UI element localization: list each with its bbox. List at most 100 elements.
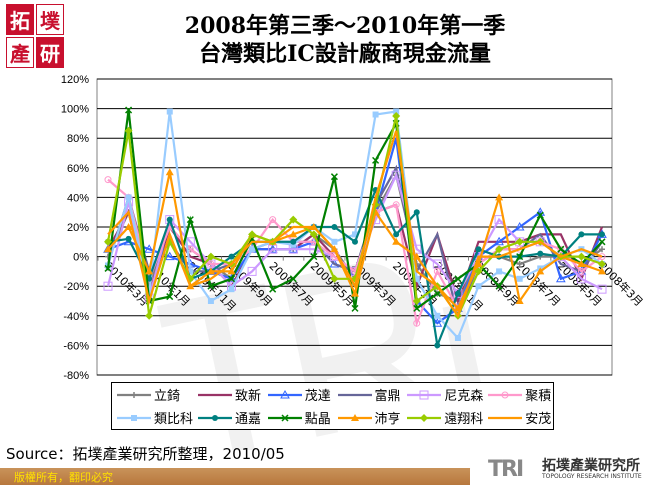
- legend-item: 聚積: [483, 383, 553, 406]
- data-point: [228, 286, 235, 293]
- legend-item: 遠翔科: [402, 406, 483, 429]
- series-6: [105, 108, 605, 341]
- data-point: [557, 245, 565, 253]
- data-point: [475, 246, 482, 253]
- legend-swatch: [407, 390, 442, 399]
- data-point: [165, 168, 174, 176]
- data-point: [391, 170, 401, 180]
- logo-char: 墣: [36, 4, 64, 35]
- source-note: Source：拓墣產業研究所整理，2010/05: [6, 445, 285, 463]
- tri-name-en: TOPOLOGY RESEARCH INSTITUTE: [542, 473, 642, 480]
- legend-item: 類比科: [112, 406, 193, 429]
- data-point: [207, 282, 215, 290]
- data-point: [454, 290, 461, 297]
- data-point: [331, 238, 338, 245]
- data-point: [501, 391, 509, 398]
- data-point: [392, 237, 401, 245]
- legend-swatch: [407, 413, 442, 422]
- data-point: [412, 297, 421, 305]
- data-point: [310, 253, 318, 261]
- legend-swatch: [337, 413, 372, 421]
- data-point: [393, 108, 400, 115]
- data-point: [290, 238, 297, 245]
- data-point: [598, 267, 606, 275]
- data-point: [351, 304, 359, 312]
- data-point: [228, 253, 235, 260]
- legend-swatch: [117, 391, 151, 398]
- legend-swatch: [267, 413, 302, 422]
- data-point: [474, 267, 483, 276]
- data-point: [289, 275, 297, 283]
- y-tick-label: 40%: [67, 192, 89, 204]
- data-point: [352, 238, 358, 245]
- y-tick-label: -20%: [63, 281, 89, 293]
- data-point: [578, 231, 585, 238]
- tri-name: 拓墣產業研究所: [542, 458, 640, 474]
- data-point: [432, 318, 443, 327]
- data-point: [536, 267, 545, 275]
- legend-label: 點晶: [304, 412, 331, 427]
- legend-item: 通嘉: [193, 406, 263, 429]
- data-point: [516, 253, 524, 261]
- data-point: [420, 413, 429, 422]
- logo-char: 拓: [6, 4, 34, 35]
- data-point: [475, 283, 482, 290]
- data-point: [453, 289, 463, 299]
- legend-swatch: [488, 391, 523, 398]
- data-point: [145, 267, 154, 275]
- legend-label: 富鼎: [374, 389, 401, 404]
- data-point: [495, 245, 504, 254]
- legend-swatch: [198, 414, 233, 421]
- data-point: [516, 275, 523, 282]
- data-point: [454, 275, 462, 283]
- data-point: [279, 389, 290, 398]
- legend-item: 安茂: [483, 406, 553, 429]
- legend-label: 安茂: [525, 412, 552, 427]
- data-point: [413, 275, 420, 282]
- data-point: [577, 252, 586, 261]
- y-tick-label: 100%: [61, 104, 89, 116]
- data-point: [555, 273, 566, 283]
- data-point: [206, 252, 215, 261]
- data-point: [350, 413, 359, 421]
- data-point: [495, 282, 503, 290]
- data-point: [372, 156, 380, 164]
- data-point: [269, 285, 277, 293]
- data-point: [281, 413, 289, 422]
- y-tick-label: 80%: [67, 133, 89, 145]
- y-tick-label: -80%: [63, 370, 89, 382]
- legend-label: 類比科: [154, 412, 194, 427]
- tri-mark: TRI: [488, 457, 524, 482]
- data-point: [166, 216, 173, 223]
- y-tick-label: -40%: [63, 311, 89, 323]
- data-point: [144, 244, 155, 253]
- y-tick-label: -60%: [63, 340, 89, 352]
- data-point: [103, 281, 113, 291]
- data-point: [331, 224, 338, 230]
- y-tick-label: 120%: [61, 74, 89, 86]
- data-point: [329, 258, 340, 268]
- data-point: [289, 230, 298, 238]
- legend-item: 致新: [193, 383, 263, 406]
- data-point: [577, 260, 586, 267]
- legend-label: 遠翔科: [444, 412, 484, 427]
- y-tick-label: 0%: [73, 252, 89, 264]
- legend-item: 富鼎: [333, 383, 403, 406]
- data-point: [330, 173, 338, 181]
- data-point: [212, 414, 219, 421]
- data-point: [413, 304, 421, 312]
- data-point: [392, 112, 401, 120]
- data-point: [599, 246, 605, 253]
- legend-item: 立錡: [112, 383, 193, 406]
- tri-logo: TRI 拓墣產業研究所 TOPOLOGY RESEARCH INSTITUTE: [470, 455, 650, 485]
- data-point: [269, 216, 277, 224]
- data-point: [104, 176, 112, 184]
- series-11: [107, 130, 603, 319]
- data-point: [419, 390, 429, 399]
- data-point: [309, 230, 318, 239]
- legend-item: 點晶: [263, 406, 333, 429]
- data-point: [393, 231, 400, 238]
- data-point: [351, 289, 359, 297]
- data-point: [248, 230, 257, 239]
- data-point: [164, 251, 175, 261]
